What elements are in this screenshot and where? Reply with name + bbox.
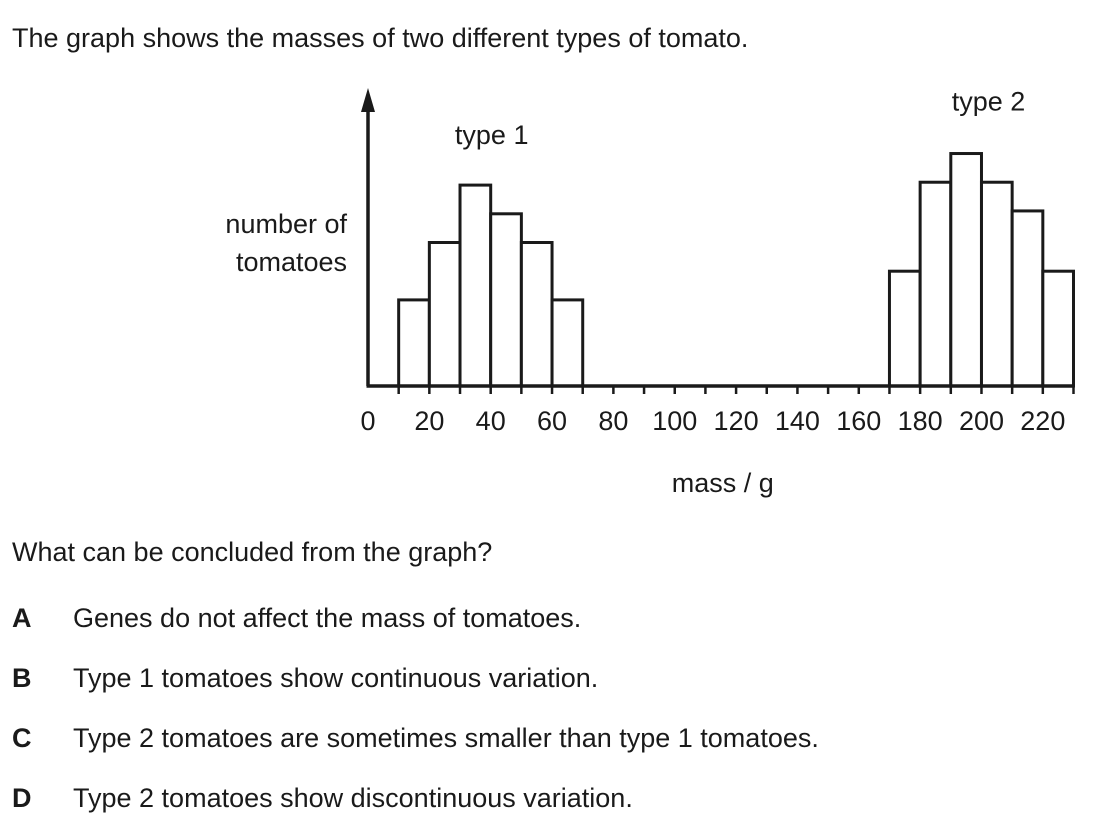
x-tick-label: 220: [1020, 406, 1065, 436]
option-letter: B: [12, 663, 32, 693]
labels-layer: 0 20 40 60 80 100 120 140 160 180 200 220 mass / g nu…: [225, 87, 1065, 498]
mass-histogram: 0 20 40 60 80 100 120 140 160 180 200 220 mass / g nu…: [225, 87, 1075, 498]
bar-1-1: [397, 298, 431, 388]
x-tick-label: 180: [898, 406, 943, 436]
bar-2-1: [887, 269, 922, 388]
axes-layer: [361, 88, 1074, 388]
intro-text: The graph shows the masses of two differ…: [12, 23, 749, 53]
option-letter: C: [12, 723, 32, 753]
y-axis-arrow-icon: [361, 88, 375, 112]
y-axis-label: number of: [225, 209, 347, 239]
option-letter: D: [12, 783, 32, 813]
option-c[interactable]: C Type 2 tomatoes are sometimes smaller …: [12, 722, 819, 754]
option-letter: A: [12, 603, 32, 633]
x-tick-label: 20: [414, 406, 444, 436]
x-tick-label: 40: [476, 406, 506, 436]
option-d[interactable]: D Type 2 tomatoes show discontinuous var…: [12, 782, 633, 814]
bar-1-2: [427, 241, 462, 388]
y-axis-label: tomatoes: [236, 247, 347, 277]
series-label-1: type 1: [455, 120, 529, 150]
bar-2-6: [1041, 269, 1075, 388]
x-tick-label: 0: [360, 406, 375, 436]
bar-2-2: [918, 180, 953, 388]
x-tick-label: 160: [836, 406, 881, 436]
bar-1-3: [458, 183, 493, 388]
bar-2-4: [979, 180, 1014, 388]
series-label-2: type 2: [952, 87, 1026, 117]
bars-layer: [397, 152, 1075, 388]
question-text: What can be concluded from the graph?: [12, 537, 493, 567]
option-text: Type 2 tomatoes are sometimes smaller th…: [73, 723, 819, 753]
x-tick-label: 140: [775, 406, 820, 436]
bar-1-4: [489, 212, 523, 388]
bar-1-6: [550, 298, 585, 388]
option-text: Genes do not affect the mass of tomatoes…: [73, 603, 582, 633]
x-tick-label: 120: [714, 406, 759, 436]
ticks-layer: [397, 386, 1075, 394]
option-a[interactable]: A Genes do not affect the mass of tomato…: [12, 602, 581, 634]
bar-2-3: [949, 152, 983, 388]
bar-1-5: [519, 241, 554, 388]
x-tick-label: 80: [598, 406, 628, 436]
option-b[interactable]: B Type 1 tomatoes show continuous variat…: [12, 662, 598, 694]
x-tick-label: 60: [537, 406, 567, 436]
x-tick-label: 200: [959, 406, 1004, 436]
x-axis-label: mass / g: [672, 468, 774, 498]
option-text: Type 1 tomatoes show continuous variatio…: [73, 663, 599, 693]
bar-2-5: [1010, 209, 1045, 388]
x-tick-label: 100: [652, 406, 697, 436]
option-text: Type 2 tomatoes show discontinuous varia…: [73, 783, 633, 813]
